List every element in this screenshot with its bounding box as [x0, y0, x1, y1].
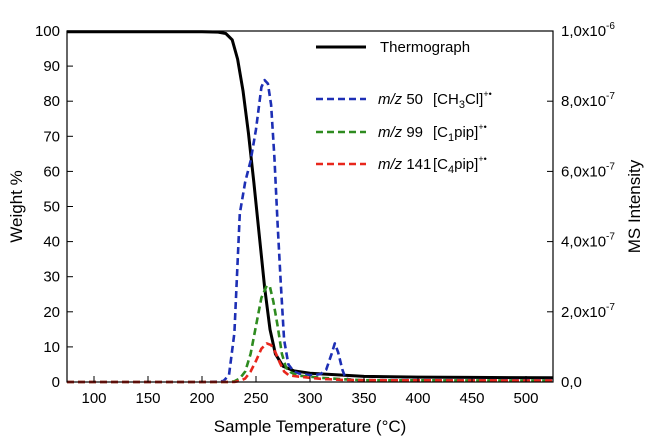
x-tick-label: 250 — [243, 390, 268, 407]
series-line-2 — [67, 284, 554, 384]
x-tick-label: 350 — [351, 390, 376, 407]
x-tick-label: 300 — [297, 390, 322, 407]
y-right-axis-ticks: 0,0 2,0x10-7 4,0x10-7 6,0x10-7 8,0x10-7 1,0x1… — [547, 21, 615, 391]
x-axis-title: Sample Temperature (°C) — [214, 417, 407, 436]
x-axis-ticks: 100 150 200 250 300 350 400 450 500 — [81, 376, 539, 407]
series-line-3 — [67, 342, 554, 384]
legend-label-3: m/z 141 — [378, 156, 431, 173]
legend-species-3: [C4pip]+• — [433, 154, 487, 176]
series-line-1 — [67, 78, 553, 384]
y-tick-label: 100 — [35, 23, 60, 40]
y2-tick-label: 0,0 — [561, 374, 582, 391]
y-tick-label: 40 — [43, 234, 60, 251]
y2-tick-label: 8,0x10-7 — [561, 91, 615, 110]
legend-species-2: [C1pip]+• — [433, 122, 487, 144]
y2-tick-label: 4,0x10-7 — [561, 232, 615, 251]
series-line-0 — [67, 30, 554, 380]
y2-tick-label: 2,0x10-7 — [561, 302, 615, 321]
legend-label-2: m/z 99 — [378, 124, 423, 141]
legend: Thermograph m/z 50 [CH3Cl]+• m/z 99 [C1pip]+… — [316, 39, 492, 176]
y-tick-label: 90 — [43, 58, 60, 75]
y-tick-label: 20 — [43, 304, 60, 321]
legend-species-1: [CH3Cl]+• — [433, 89, 492, 111]
y-tick-label: 30 — [43, 269, 60, 286]
x-tick-label: 200 — [189, 390, 214, 407]
x-tick-label: 100 — [81, 390, 106, 407]
y-tick-label: 50 — [43, 199, 60, 216]
x-tick-label: 150 — [135, 390, 160, 407]
x-tick-label: 500 — [513, 390, 538, 407]
x-tick-label: 450 — [459, 390, 484, 407]
legend-label-0: Thermograph — [380, 39, 470, 56]
y-tick-label: 0 — [52, 374, 60, 391]
plot-frame — [66, 30, 554, 383]
y-tick-label: 60 — [43, 163, 60, 180]
y2-tick-label: 1,0x10-6 — [561, 21, 615, 40]
legend-label-1: m/z 50 — [378, 91, 423, 108]
y-tick-label: 10 — [43, 339, 60, 356]
y-tick-label: 80 — [43, 93, 60, 110]
x-tick-label: 400 — [405, 390, 430, 407]
y-left-axis-title: Weight % — [7, 170, 26, 242]
y-tick-label: 70 — [43, 128, 60, 145]
y-left-axis-ticks: 0 10 20 30 40 50 60 70 80 90 100 — [35, 23, 73, 391]
y2-tick-label: 6,0x10-7 — [561, 161, 615, 180]
series-layer — [67, 30, 554, 384]
y-right-axis-title: MS Intensity — [625, 159, 644, 253]
